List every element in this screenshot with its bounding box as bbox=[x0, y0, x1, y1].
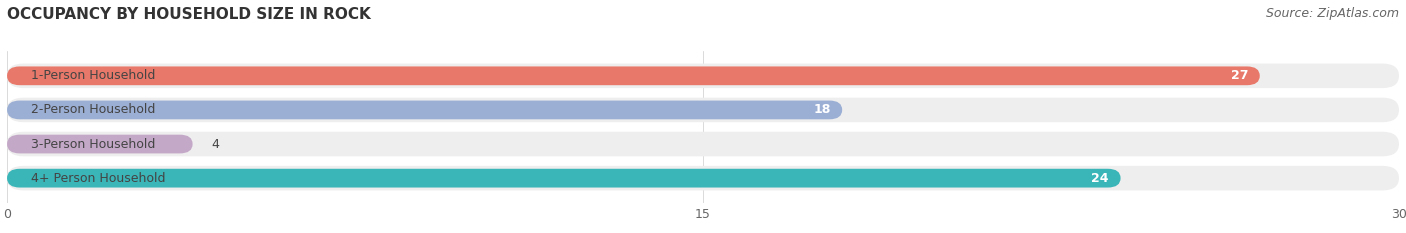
FancyBboxPatch shape bbox=[7, 66, 1260, 85]
FancyBboxPatch shape bbox=[7, 98, 1399, 122]
Text: 2-Person Household: 2-Person Household bbox=[31, 103, 155, 116]
FancyBboxPatch shape bbox=[7, 166, 1399, 190]
Text: OCCUPANCY BY HOUSEHOLD SIZE IN ROCK: OCCUPANCY BY HOUSEHOLD SIZE IN ROCK bbox=[7, 7, 371, 22]
Text: Source: ZipAtlas.com: Source: ZipAtlas.com bbox=[1265, 7, 1399, 20]
Text: 27: 27 bbox=[1230, 69, 1249, 82]
FancyBboxPatch shape bbox=[7, 64, 1399, 88]
Text: 24: 24 bbox=[1091, 172, 1109, 185]
FancyBboxPatch shape bbox=[7, 132, 1399, 156]
FancyBboxPatch shape bbox=[7, 101, 842, 119]
Text: 4: 4 bbox=[211, 137, 219, 151]
Text: 18: 18 bbox=[813, 103, 831, 116]
Text: 3-Person Household: 3-Person Household bbox=[31, 137, 155, 151]
FancyBboxPatch shape bbox=[7, 135, 193, 153]
Text: 1-Person Household: 1-Person Household bbox=[31, 69, 155, 82]
FancyBboxPatch shape bbox=[7, 169, 1121, 188]
Text: 4+ Person Household: 4+ Person Household bbox=[31, 172, 165, 185]
